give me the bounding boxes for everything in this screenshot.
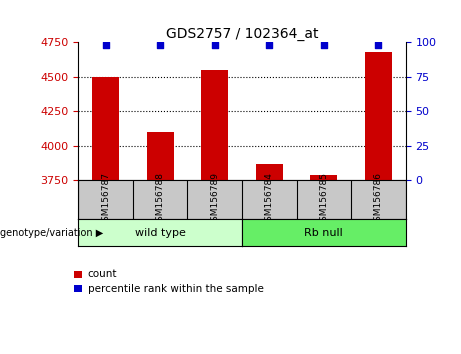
Point xyxy=(157,42,164,48)
Text: GSM156784: GSM156784 xyxy=(265,172,274,227)
Bar xyxy=(92,77,119,180)
Point xyxy=(375,42,382,48)
Point xyxy=(211,42,219,48)
Bar xyxy=(365,52,392,180)
Point xyxy=(320,42,327,48)
Bar xyxy=(201,70,228,180)
Text: GSM156785: GSM156785 xyxy=(319,172,328,227)
Title: GDS2757 / 102364_at: GDS2757 / 102364_at xyxy=(166,28,318,41)
Text: GSM156788: GSM156788 xyxy=(156,172,165,227)
Point xyxy=(266,42,273,48)
Bar xyxy=(256,164,283,180)
Text: GSM156786: GSM156786 xyxy=(374,172,383,227)
Text: GSM156787: GSM156787 xyxy=(101,172,110,227)
Text: Rb null: Rb null xyxy=(304,228,343,238)
Text: genotype/variation ▶: genotype/variation ▶ xyxy=(0,228,103,238)
Text: GSM156789: GSM156789 xyxy=(210,172,219,227)
Text: count: count xyxy=(88,269,117,279)
Bar xyxy=(310,175,337,180)
Bar xyxy=(147,132,174,180)
Text: percentile rank within the sample: percentile rank within the sample xyxy=(88,284,264,293)
Point xyxy=(102,42,109,48)
Text: wild type: wild type xyxy=(135,228,186,238)
